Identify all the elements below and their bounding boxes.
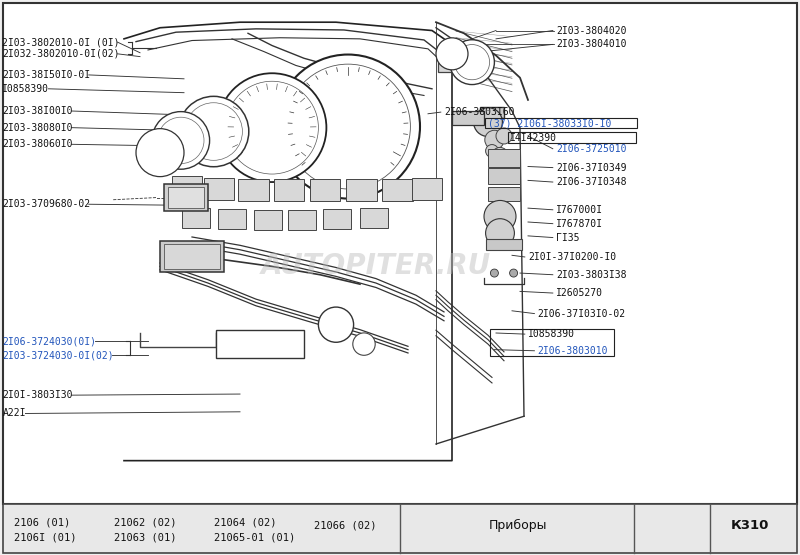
Ellipse shape — [218, 73, 326, 182]
Text: 2I03-3804020: 2I03-3804020 — [556, 26, 626, 36]
Text: 21063 (01): 21063 (01) — [114, 533, 176, 543]
Bar — [168, 187, 204, 208]
Text: ГI35: ГI35 — [556, 233, 579, 243]
Bar — [218, 209, 246, 229]
Text: I767870I: I767870I — [556, 219, 603, 229]
Text: 2I06-3803I60: 2I06-3803I60 — [444, 107, 514, 117]
Ellipse shape — [158, 117, 204, 164]
Text: 2I03-3802010-0I (0I): 2I03-3802010-0I (0I) — [2, 37, 120, 47]
Text: 2I03-3804010: 2I03-3804010 — [556, 39, 626, 49]
Text: Приборы: Приборы — [488, 518, 547, 532]
Bar — [488, 168, 520, 184]
Text: 2I06-37I0349: 2I06-37I0349 — [556, 163, 626, 173]
Ellipse shape — [152, 112, 210, 169]
Bar — [238, 179, 269, 201]
Ellipse shape — [454, 44, 490, 80]
Bar — [488, 187, 520, 201]
Bar — [274, 179, 304, 201]
Ellipse shape — [178, 97, 249, 166]
Ellipse shape — [286, 64, 410, 189]
Ellipse shape — [474, 108, 502, 137]
Text: AUTOPITER.RU: AUTOPITER.RU — [261, 253, 491, 280]
Bar — [488, 149, 520, 166]
Text: 21065-01 (01): 21065-01 (01) — [214, 533, 296, 543]
Bar — [323, 209, 351, 229]
Text: 2I032-3802010-0I(02): 2I032-3802010-0I(02) — [2, 49, 120, 59]
Text: 2I06-3725010: 2I06-3725010 — [556, 144, 626, 154]
Ellipse shape — [276, 54, 420, 199]
Text: 2I03-3709680-02: 2I03-3709680-02 — [2, 199, 90, 209]
Text: (37) 2I06I-38033I0-I0: (37) 2I06I-38033I0-I0 — [488, 118, 611, 128]
Ellipse shape — [486, 219, 514, 248]
Text: 2I06-37I0348: 2I06-37I0348 — [556, 177, 626, 187]
Bar — [164, 244, 220, 269]
Bar — [310, 179, 340, 201]
Ellipse shape — [136, 129, 184, 176]
Text: 21062 (02): 21062 (02) — [114, 517, 176, 527]
Ellipse shape — [185, 103, 242, 160]
Ellipse shape — [492, 148, 508, 163]
Ellipse shape — [496, 128, 512, 144]
Bar — [480, 107, 504, 118]
Bar — [160, 241, 224, 272]
Ellipse shape — [318, 307, 354, 342]
Bar — [172, 176, 202, 199]
Text: 2I06-3724030(0I): 2I06-3724030(0I) — [2, 336, 97, 346]
Text: 2I03-3724030-0I(02): 2I03-3724030-0I(02) — [2, 350, 114, 360]
Text: I4I42390: I4I42390 — [510, 133, 558, 143]
Ellipse shape — [486, 144, 498, 158]
Ellipse shape — [226, 81, 318, 174]
Text: 21066 (02): 21066 (02) — [314, 520, 377, 530]
Ellipse shape — [436, 38, 468, 70]
Text: 2I03-38I00I0: 2I03-38I00I0 — [2, 106, 73, 116]
Bar — [216, 330, 304, 358]
Bar — [288, 210, 316, 230]
Ellipse shape — [484, 200, 516, 233]
Bar — [3, 504, 797, 553]
Text: 2I0I-3803I30: 2I0I-3803I30 — [2, 390, 73, 400]
Text: 2I03-3803I38: 2I03-3803I38 — [556, 270, 626, 280]
Text: 2I06-3803010: 2I06-3803010 — [538, 346, 608, 356]
Text: 2I0I-3803I40: 2I0I-3803I40 — [218, 349, 289, 359]
Text: A22I: A22I — [2, 408, 26, 418]
Bar — [438, 57, 466, 72]
Bar — [485, 118, 637, 128]
Bar — [254, 210, 282, 230]
Ellipse shape — [510, 269, 518, 277]
Bar — [164, 184, 208, 211]
Text: I767000I: I767000I — [556, 205, 603, 215]
Ellipse shape — [353, 333, 375, 355]
Bar — [382, 179, 413, 201]
Bar — [412, 178, 442, 200]
Bar — [204, 178, 234, 200]
Text: 21064 (02): 21064 (02) — [214, 517, 277, 527]
Bar — [490, 329, 614, 356]
Text: К310: К310 — [731, 518, 770, 532]
Text: 2I03-38060I0: 2I03-38060I0 — [2, 139, 73, 149]
Bar — [346, 179, 377, 201]
Text: 2106I (01): 2106I (01) — [14, 533, 77, 543]
Ellipse shape — [450, 40, 494, 84]
Text: I0858390: I0858390 — [2, 84, 50, 94]
Text: 2106 (01): 2106 (01) — [14, 517, 70, 527]
Bar — [508, 132, 636, 143]
Text: 2I0I-37I0200-I0: 2I0I-37I0200-I0 — [528, 252, 616, 262]
Text: I2605270: I2605270 — [556, 288, 603, 298]
Bar — [452, 111, 484, 125]
Text: 2I06-37I03I0-02: 2I06-37I03I0-02 — [538, 309, 626, 319]
Bar — [486, 239, 522, 250]
Ellipse shape — [485, 130, 504, 149]
Text: 2I03-38I50I0-0I: 2I03-38I50I0-0I — [2, 70, 90, 80]
Text: 2I0I-3803I50: 2I0I-3803I50 — [218, 338, 289, 348]
Bar — [182, 208, 210, 228]
Bar — [360, 208, 388, 228]
Ellipse shape — [490, 269, 498, 277]
Text: I0858390: I0858390 — [528, 329, 575, 339]
Text: 2I03-38080I0: 2I03-38080I0 — [2, 123, 73, 133]
